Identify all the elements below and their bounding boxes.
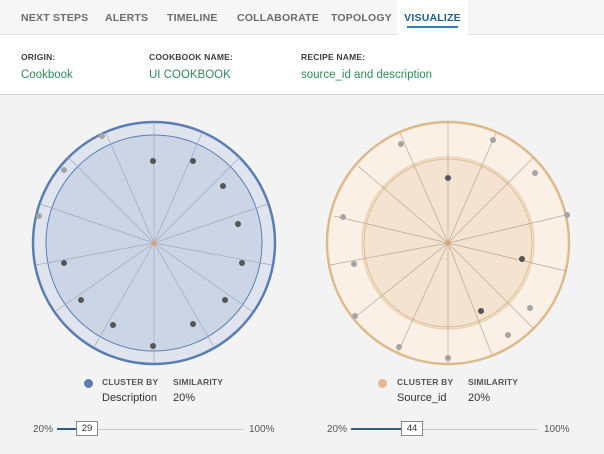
recipe-name-field: RECIPE NAME: source_id and description <box>301 52 432 81</box>
similarity-slider-source-id[interactable]: 20% 44 100% <box>327 420 572 440</box>
cluster-node[interactable] <box>78 297 84 303</box>
cluster-node[interactable] <box>99 133 105 139</box>
recipe-name-value: source_id and description <box>301 69 433 81</box>
similarity-value: 20% <box>468 392 491 404</box>
similarity-field: SIMILARITY 20% <box>468 377 518 404</box>
tab-label: TIMELINE <box>167 12 218 24</box>
cluster-chart-description <box>31 120 277 366</box>
cluster-by-value: Source_id <box>397 392 447 404</box>
tab-label: VISUALIZE <box>404 12 461 24</box>
tab-label: COLLABORATE <box>237 12 319 24</box>
slider-track[interactable] <box>57 429 244 430</box>
similarity-value: 20% <box>173 392 196 404</box>
cluster-node[interactable] <box>352 313 358 319</box>
cluster-node[interactable] <box>220 183 226 189</box>
spokes <box>329 123 567 363</box>
slider-max-label: 100% <box>544 424 570 435</box>
recipe-name-label: RECIPE NAME: <box>301 52 366 62</box>
slider-track[interactable] <box>351 429 538 430</box>
tab-bar: NEXT STEPS ALERTS TIMELINE COLLABORATE T… <box>0 0 604 35</box>
cluster-node[interactable] <box>564 212 570 218</box>
tab-alerts[interactable]: ALERTS <box>95 0 158 35</box>
origin-label: ORIGIN: <box>21 52 56 62</box>
cluster-node[interactable] <box>190 158 196 164</box>
active-tab-indicator <box>407 26 458 28</box>
slider-min-label: 20% <box>33 424 54 435</box>
slider-max-label: 100% <box>249 424 275 435</box>
cluster-node[interactable] <box>396 344 402 350</box>
similarity-label: SIMILARITY <box>173 377 224 387</box>
tab-timeline[interactable]: TIMELINE <box>157 0 228 35</box>
cluster-by-value: Description <box>102 392 158 404</box>
cluster-node[interactable] <box>340 214 346 220</box>
cluster-node[interactable] <box>478 308 484 314</box>
cluster-by-field: CLUSTER BY Source_id <box>397 377 453 404</box>
center-point <box>445 240 451 246</box>
origin-value: Cookbook <box>21 69 73 81</box>
similarity-slider-description[interactable]: 20% 29 100% <box>33 420 278 440</box>
cluster-node[interactable] <box>239 260 245 266</box>
center-point <box>151 240 157 246</box>
cluster-chart-source-id <box>325 120 571 366</box>
tab-label: ALERTS <box>105 12 149 24</box>
cluster-node[interactable] <box>150 158 156 164</box>
similarity-label: SIMILARITY <box>468 377 519 387</box>
cluster-node[interactable] <box>490 137 496 143</box>
tab-label: TOPOLOGY <box>331 12 392 24</box>
tab-topology[interactable]: TOPOLOGY <box>321 0 402 35</box>
cluster-node[interactable] <box>527 305 533 311</box>
cluster-node[interactable] <box>235 221 241 227</box>
tab-label: NEXT STEPS <box>21 12 89 24</box>
cluster-color-dot <box>84 379 93 388</box>
cluster-node[interactable] <box>445 355 451 361</box>
cluster-node[interactable] <box>222 297 228 303</box>
cluster-node[interactable] <box>190 321 196 327</box>
cluster-node[interactable] <box>532 170 538 176</box>
cluster-node[interactable] <box>351 261 357 267</box>
slider-handle[interactable]: 44 <box>401 421 423 436</box>
slider-fill <box>57 428 77 430</box>
cluster-node[interactable] <box>505 332 511 338</box>
cluster-node[interactable] <box>150 343 156 349</box>
cluster-by-label: CLUSTER BY <box>397 377 454 387</box>
origin-field: ORIGIN: Cookbook <box>21 52 73 81</box>
cookbook-name-field: COOKBOOK NAME: UI COOKBOOK <box>149 52 233 81</box>
spokes <box>35 123 273 363</box>
cluster-node[interactable] <box>61 167 67 173</box>
cluster-by-field: CLUSTER BY Description <box>102 377 158 404</box>
similarity-field: SIMILARITY 20% <box>173 377 223 404</box>
tab-visualize[interactable]: VISUALIZE <box>397 0 468 35</box>
cluster-node[interactable] <box>36 213 42 219</box>
cluster-node[interactable] <box>445 175 451 181</box>
cluster-color-dot <box>378 379 387 388</box>
tab-collaborate[interactable]: COLLABORATE <box>227 0 329 35</box>
cluster-node[interactable] <box>519 256 525 262</box>
cluster-by-label: CLUSTER BY <box>102 377 159 387</box>
slider-min-label: 20% <box>327 424 348 435</box>
cookbook-name-value: UI COOKBOOK <box>149 69 231 81</box>
cluster-node[interactable] <box>398 141 404 147</box>
cluster-node[interactable] <box>110 322 116 328</box>
slider-handle[interactable]: 29 <box>76 421 98 436</box>
tab-next-steps[interactable]: NEXT STEPS <box>11 0 98 35</box>
cookbook-name-label: COOKBOOK NAME: <box>149 52 234 62</box>
cluster-node[interactable] <box>61 260 67 266</box>
recipe-info-panel: ORIGIN: Cookbook COOKBOOK NAME: UI COOKB… <box>0 35 604 95</box>
slider-fill <box>351 428 407 430</box>
